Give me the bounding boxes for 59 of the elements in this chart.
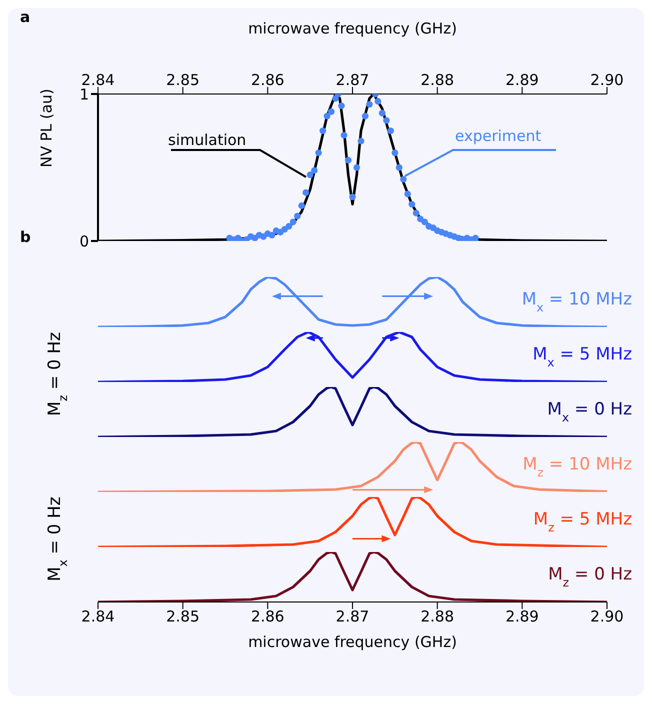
y-tick-label: 0 xyxy=(79,232,89,250)
point xyxy=(421,218,428,226)
x-tick-label: 2.86 xyxy=(250,71,284,89)
series-label: M$_{z}$ = 5 MHz xyxy=(533,510,632,534)
point xyxy=(340,132,348,138)
point xyxy=(268,232,276,238)
point xyxy=(472,234,479,241)
x-tick-label: 2.89 xyxy=(505,608,539,626)
point xyxy=(298,202,305,210)
point xyxy=(344,156,352,164)
text: a xyxy=(20,8,30,26)
point xyxy=(302,189,310,196)
x-axis-title: microwave frequency (GHz) xyxy=(248,20,457,38)
x-tick-label: 2.89 xyxy=(505,71,539,89)
text: b xyxy=(20,228,31,246)
point xyxy=(349,194,356,200)
text: experiment xyxy=(455,127,542,145)
point xyxy=(358,138,364,144)
x-tick-label: 2.86 xyxy=(250,608,284,626)
x-tick-label: 2.87 xyxy=(336,608,370,626)
point xyxy=(294,212,301,220)
point xyxy=(315,150,322,156)
point xyxy=(383,117,390,124)
point xyxy=(306,172,314,178)
x-axis-title: microwave frequency (GHz) xyxy=(248,633,457,651)
point xyxy=(338,102,345,110)
series-label: M$_{x}$ = 10 MHz xyxy=(522,290,632,314)
series-label: M$_{z}$ = 10 MHz xyxy=(522,454,632,480)
point xyxy=(311,167,318,174)
point xyxy=(374,98,382,105)
point xyxy=(290,218,296,226)
series-label: M$_{z}$ = 0 Hz xyxy=(548,564,632,590)
point xyxy=(404,190,411,198)
point xyxy=(353,164,360,171)
x-tick-label: 2.88 xyxy=(420,608,454,626)
point xyxy=(286,223,292,230)
point xyxy=(408,200,416,208)
point xyxy=(362,112,369,120)
point xyxy=(400,176,407,183)
text: simulation xyxy=(168,131,246,149)
point xyxy=(387,127,394,134)
point xyxy=(320,127,326,134)
point xyxy=(378,110,386,116)
x-tick-label: 2.90 xyxy=(590,71,624,89)
point xyxy=(366,100,373,108)
point xyxy=(396,164,402,171)
x-tick-label: 2.84 xyxy=(81,608,115,626)
y-axis-title: NV PL (au) xyxy=(37,88,56,168)
point xyxy=(324,112,330,120)
point xyxy=(412,210,420,216)
x-tick-label: 2.87 xyxy=(336,71,370,89)
x-tick-label: 2.88 xyxy=(420,71,454,89)
point xyxy=(328,108,335,115)
x-tick-label: 2.85 xyxy=(166,71,200,89)
x-tick-label: 2.85 xyxy=(166,608,200,626)
series-label: M$_{x}$ = 0 Hz xyxy=(547,400,632,424)
point xyxy=(392,150,398,156)
x-tick-label: 2.90 xyxy=(590,608,624,626)
series-label: M$_{x}$ = 5 MHz xyxy=(532,344,632,370)
